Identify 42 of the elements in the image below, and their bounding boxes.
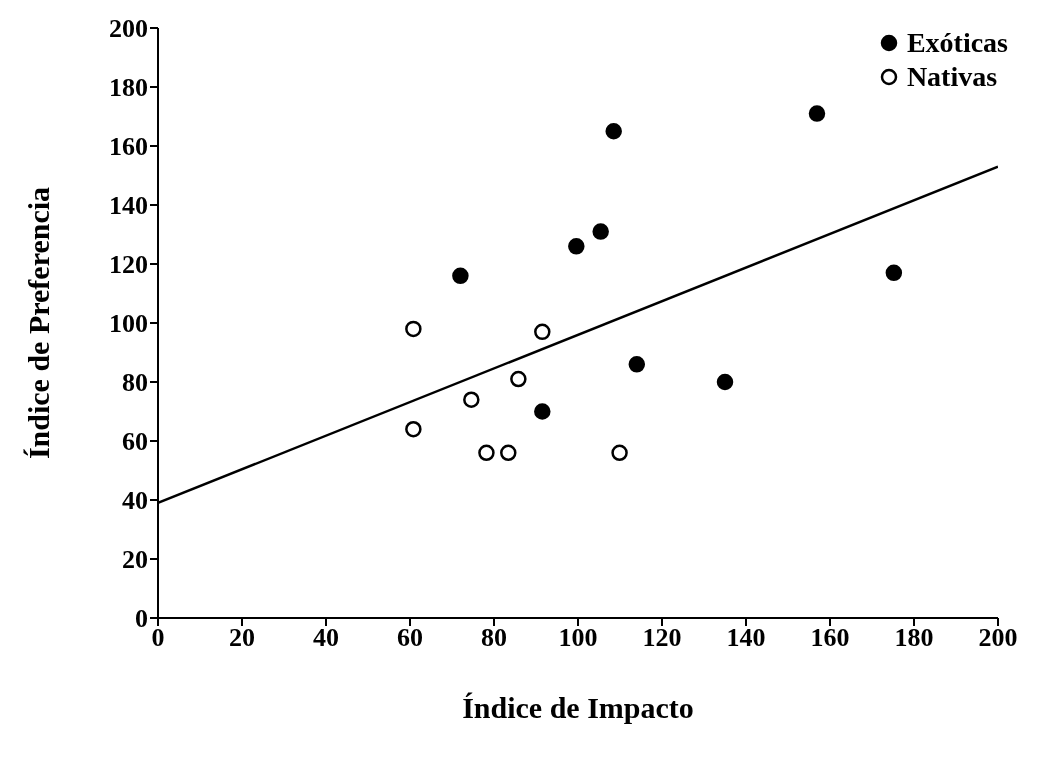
x-tick-label: 120 [642, 623, 682, 653]
point [534, 403, 551, 420]
x-tick-label: 100 [558, 623, 598, 653]
x-tick-label: 160 [810, 623, 850, 653]
x-tick-label: 40 [313, 623, 339, 653]
point [808, 105, 826, 122]
point [628, 356, 646, 373]
x-tick-label: 20 [229, 623, 255, 653]
x-tick-label: 180 [894, 623, 934, 653]
point [605, 123, 622, 140]
legend-label: Nativas [906, 60, 998, 94]
y-tick-label: 20 [122, 545, 148, 575]
y-tick-label: 160 [109, 132, 148, 162]
point [405, 420, 422, 438]
point [611, 444, 628, 462]
point [500, 444, 517, 462]
y-tick-label: 120 [109, 250, 148, 280]
point [463, 391, 480, 408]
point [452, 267, 469, 285]
x-tick-label: 80 [481, 623, 507, 653]
y-axis-title: Índice de Preferencia [21, 186, 55, 460]
point [568, 238, 585, 255]
point [885, 264, 903, 282]
point [510, 370, 527, 388]
point [478, 444, 495, 462]
y-tick-label: 60 [122, 427, 148, 457]
y-tick-label: 180 [109, 73, 148, 103]
x-tick-label: 60 [397, 623, 423, 653]
point [534, 323, 551, 341]
y-tick-label: 0 [135, 604, 148, 634]
legend-label: Exóticas [906, 26, 1008, 60]
y-tick-label: 140 [109, 191, 148, 221]
x-axis-title: Índice de Impacto [462, 691, 694, 724]
y-tick-label: 100 [109, 309, 148, 339]
point [405, 320, 422, 338]
x-tick-label: 200 [978, 623, 1018, 653]
point [592, 223, 609, 240]
y-tick-label: 40 [122, 486, 148, 516]
y-tick-label: 80 [122, 368, 148, 398]
point [716, 373, 734, 391]
y-tick-label: 200 [109, 14, 148, 44]
x-tick-label: 140 [726, 623, 766, 653]
